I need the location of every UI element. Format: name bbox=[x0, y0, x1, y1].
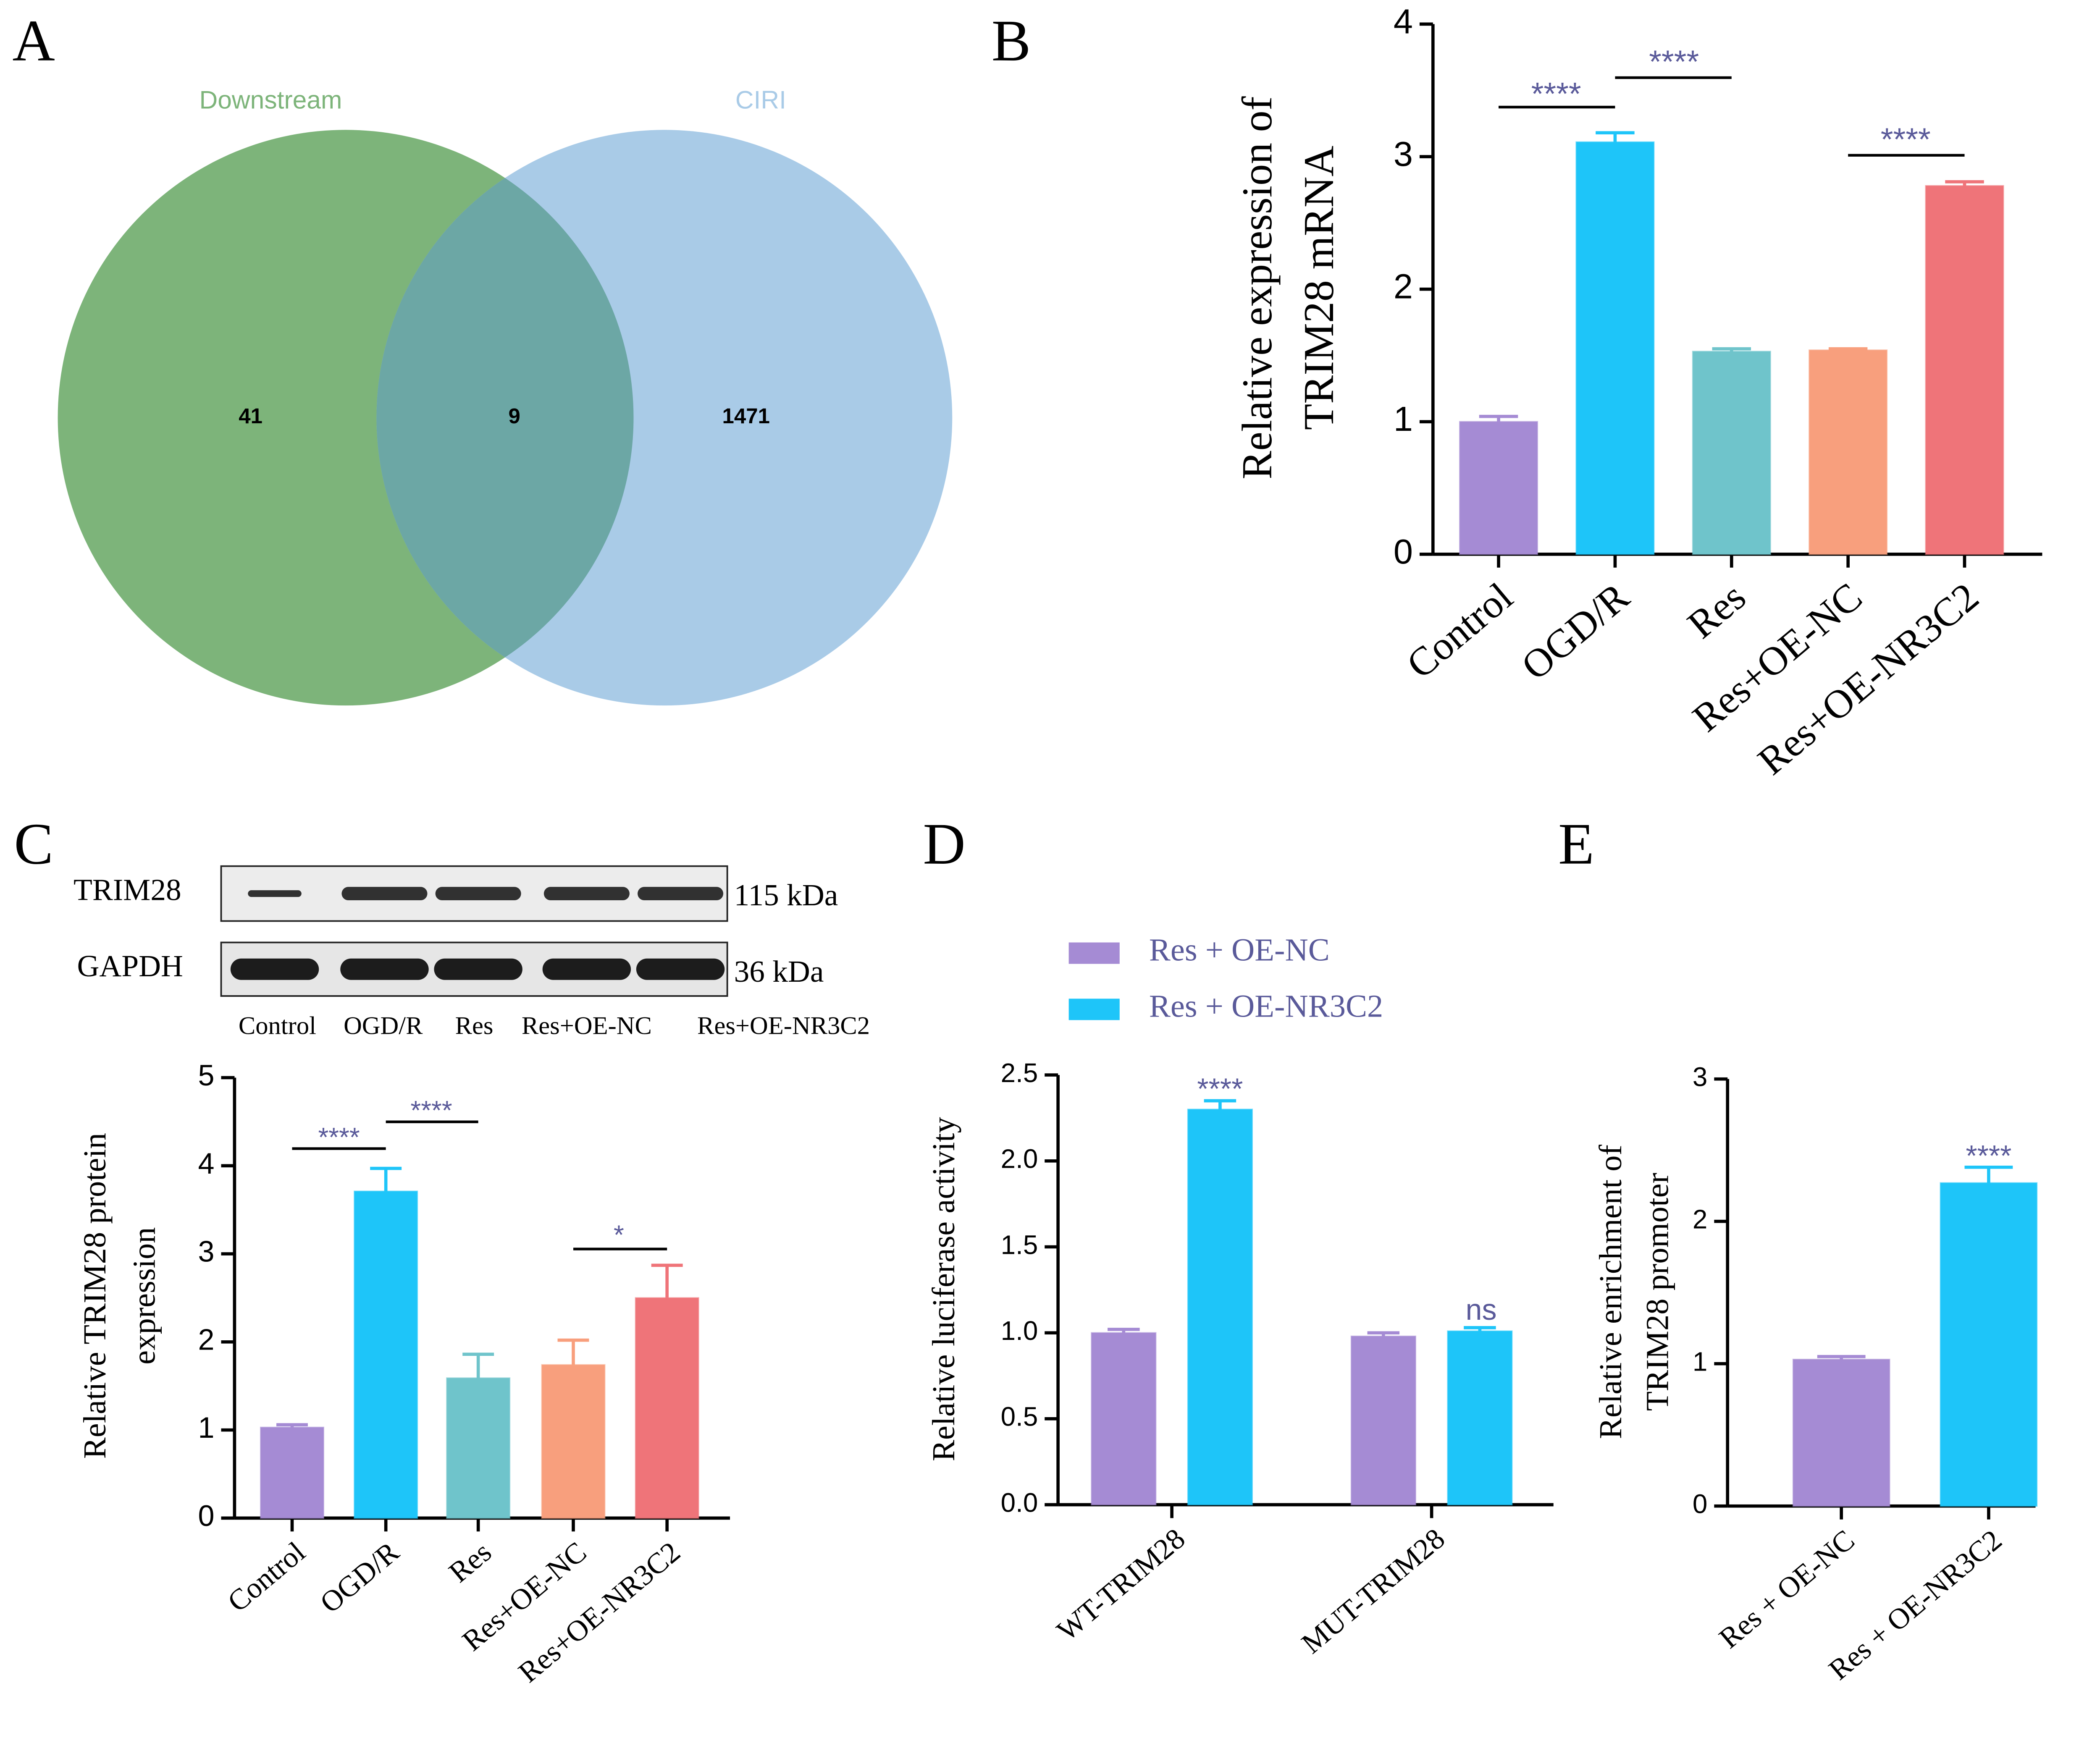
panel-letter: E bbox=[1558, 812, 1594, 877]
region-count: 9 bbox=[509, 404, 520, 428]
y-tick-label: 1.5 bbox=[1001, 1229, 1038, 1260]
blot-size-label: 36 kDa bbox=[734, 954, 824, 988]
bar bbox=[1792, 1358, 1890, 1507]
y-axis-label: Relative TRIM28 protein bbox=[77, 1133, 113, 1459]
y-axis-label: Relative expression of bbox=[1234, 96, 1281, 479]
bar bbox=[1575, 141, 1655, 555]
y-tick-label: 2 bbox=[1693, 1204, 1707, 1235]
set-label: CIRI bbox=[735, 85, 786, 114]
y-axis-label: Relative enrichment of bbox=[1593, 1145, 1628, 1439]
blot-band bbox=[638, 887, 724, 901]
y-axis-label: TRIM28 mRNA bbox=[1295, 146, 1343, 430]
blot-band bbox=[636, 958, 725, 980]
y-tick-label: 2.5 bbox=[1001, 1058, 1038, 1088]
blot-lane-label: Res+OE-NC bbox=[522, 1012, 652, 1040]
legend-swatch bbox=[1068, 942, 1120, 964]
y-tick-label: 1 bbox=[1693, 1347, 1707, 1377]
y-tick-label: 4 bbox=[198, 1147, 215, 1180]
blot-band bbox=[542, 958, 631, 980]
legend-swatch bbox=[1068, 999, 1120, 1020]
y-tick-label: 1 bbox=[1394, 399, 1413, 438]
blot-row-label: GAPDH bbox=[77, 949, 183, 983]
legend-label: Res + OE-NC bbox=[1149, 932, 1330, 968]
y-tick-label: 1.0 bbox=[1001, 1316, 1038, 1346]
y-tick-label: 3 bbox=[1394, 134, 1413, 173]
set-label: Downstream bbox=[200, 85, 342, 114]
y-axis-label: TRIM28 promoter bbox=[1639, 1173, 1675, 1411]
y-tick-label: 2 bbox=[1394, 267, 1413, 306]
panel-letter: D bbox=[923, 812, 965, 877]
significance-label: **** bbox=[1197, 1072, 1243, 1105]
bar bbox=[635, 1297, 699, 1519]
blot-lane-label: Control bbox=[239, 1012, 316, 1040]
y-tick-label: 2.0 bbox=[1001, 1144, 1038, 1174]
significance-label: ns bbox=[1466, 1293, 1497, 1326]
y-tick-label: 2 bbox=[198, 1323, 215, 1356]
significance-label: **** bbox=[1649, 44, 1699, 80]
blot-band bbox=[434, 958, 522, 980]
panel-letter: B bbox=[992, 8, 1031, 73]
y-tick-label: 5 bbox=[198, 1059, 215, 1092]
bar bbox=[1925, 185, 2004, 555]
significance-label: **** bbox=[318, 1122, 360, 1152]
significance-label: **** bbox=[1966, 1139, 2011, 1172]
panel-letter: A bbox=[13, 8, 55, 73]
region-count: 1471 bbox=[722, 404, 770, 428]
y-axis-label: expression bbox=[126, 1227, 162, 1365]
significance-label: **** bbox=[1531, 76, 1581, 112]
bar bbox=[1187, 1109, 1253, 1506]
y-tick-label: 0 bbox=[198, 1499, 215, 1532]
significance-label: **** bbox=[410, 1095, 452, 1125]
blot-row-label: TRIM28 bbox=[74, 873, 181, 907]
bar bbox=[1091, 1332, 1157, 1506]
bar bbox=[446, 1377, 511, 1519]
blot-lane-label: Res bbox=[455, 1012, 494, 1040]
y-tick-label: 3 bbox=[198, 1235, 215, 1268]
bar bbox=[1459, 421, 1538, 555]
y-tick-label: 0.5 bbox=[1001, 1402, 1038, 1432]
blot-lane-label: OGD/R bbox=[344, 1012, 423, 1040]
bar bbox=[1447, 1330, 1513, 1506]
blot-band bbox=[230, 958, 319, 980]
bar bbox=[1940, 1182, 2038, 1507]
bar bbox=[1809, 349, 1888, 555]
y-tick-label: 4 bbox=[1394, 2, 1413, 41]
y-tick-label: 0 bbox=[1394, 532, 1413, 571]
bar bbox=[541, 1364, 606, 1519]
y-tick-label: 3 bbox=[1693, 1062, 1707, 1092]
blot-size-label: 115 kDa bbox=[734, 878, 838, 912]
legend-label: Res + OE-NR3C2 bbox=[1149, 988, 1383, 1024]
overlap bbox=[376, 130, 634, 706]
blot-band bbox=[435, 887, 521, 901]
y-tick-label: 0.0 bbox=[1001, 1487, 1038, 1518]
y-tick-label: 1 bbox=[198, 1411, 215, 1444]
blot-band bbox=[341, 887, 428, 901]
panel-letter: C bbox=[14, 812, 53, 877]
blot-band bbox=[248, 890, 302, 897]
bar bbox=[1692, 351, 1771, 555]
significance-label: **** bbox=[1881, 122, 1931, 157]
significance-label: * bbox=[614, 1220, 624, 1250]
y-tick-label: 0 bbox=[1693, 1489, 1707, 1519]
blot-band bbox=[340, 958, 429, 980]
y-axis-label: Relative luciferase activity bbox=[926, 1117, 961, 1461]
blot-lane-label: Res+OE-NR3C2 bbox=[697, 1012, 870, 1040]
bar bbox=[1350, 1335, 1416, 1506]
region-count: 41 bbox=[239, 404, 262, 428]
blot-band bbox=[543, 887, 630, 901]
bar bbox=[354, 1190, 418, 1519]
bar bbox=[260, 1426, 325, 1519]
